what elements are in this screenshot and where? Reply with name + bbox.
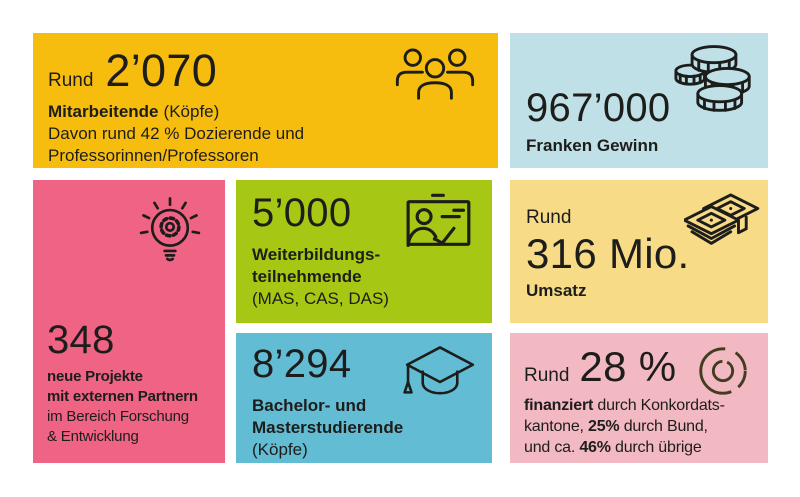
tile-students: 8’294 Bachelor- und Masterstudierende (K… xyxy=(236,333,492,463)
revenue-prefix: Rund xyxy=(526,207,572,228)
financing-prefix: Rund xyxy=(524,365,570,386)
tile-continuing-education: 5’000 Weiterbildungs- teilnehmende (MAS,… xyxy=(236,180,492,323)
projects-line1: neue Projekte xyxy=(47,368,143,385)
employees-label-tail: (Köpfe) xyxy=(163,102,220,121)
tile-financing: Rund 28 % finanziert durch Konkordats- k… xyxy=(510,333,768,463)
employees-line3: Professorinnen/Professoren xyxy=(48,146,259,165)
banknotes-icon xyxy=(684,193,760,255)
projects-value: 348 xyxy=(47,318,115,362)
financing-line2: kantone, 25% durch Bund, xyxy=(524,416,768,437)
financing-line2-rest: durch Bund, xyxy=(619,418,708,435)
tile-employees: Rund 2’070 Mitarbeitende (Köpfe) Davon ru… xyxy=(33,33,498,168)
projects-line3: im Bereich Forschung xyxy=(47,408,189,425)
people-group-icon xyxy=(394,48,476,104)
financing-line1-rest: durch Konkordats- xyxy=(593,397,725,414)
financing-line3: und ca. 46% durch übrige xyxy=(524,437,768,458)
employees-line2: Davon rund 42 % Dozierende und xyxy=(48,124,305,143)
presentation-whiteboard-icon xyxy=(406,192,472,254)
donut-chart-icon xyxy=(694,342,752,400)
financing-line2-pre: kantone, xyxy=(524,418,589,435)
financing-line2-bold: 25% xyxy=(588,418,620,435)
employees-value: 2’070 xyxy=(105,45,218,96)
tile-profit: 967’000 Franken Gewinn xyxy=(510,33,768,168)
idea-lightbulb-gear-icon xyxy=(138,194,202,267)
financing-line1: finanziert durch Konkordats- xyxy=(524,395,768,416)
revenue-value: 316 Mio. xyxy=(526,230,690,277)
coins-icon xyxy=(674,42,754,113)
students-line2: Masterstudierende xyxy=(252,418,404,437)
employees-label-line: Mitarbeitende (Köpfe) xyxy=(48,101,498,123)
tile-projects: 348 neue Projekte mit externen Partnern … xyxy=(33,180,225,463)
graduation-cap-icon xyxy=(402,344,478,401)
financing-line3-bold: 46% xyxy=(579,439,611,456)
financing-line3-rest: durch übrige xyxy=(610,439,702,456)
continuing-education-line2: teilnehmende xyxy=(252,267,362,286)
students-value: 8’294 xyxy=(252,342,352,386)
profit-value: 967’000 xyxy=(526,86,671,130)
continuing-education-value: 5’000 xyxy=(252,191,352,235)
financing-value: 28 % xyxy=(579,343,677,390)
employees-label: Mitarbeitende xyxy=(48,102,159,121)
continuing-education-line3: (MAS, CAS, DAS) xyxy=(252,289,389,308)
tile-revenue: Rund 316 Mio. Umsatz xyxy=(510,180,768,323)
profit-label: Franken Gewinn xyxy=(526,136,659,155)
financing-line1-bold: finanziert xyxy=(524,397,594,414)
revenue-label: Umsatz xyxy=(526,281,587,300)
financing-line3-pre: und ca. xyxy=(524,439,580,456)
projects-line4: & Entwicklung xyxy=(47,428,139,445)
students-line1: Bachelor- und xyxy=(252,396,367,415)
students-line3: (Köpfe) xyxy=(252,440,308,459)
projects-line2: mit externen Partnern xyxy=(47,388,198,405)
employees-prefix: Rund xyxy=(48,70,94,91)
continuing-education-line1: Weiterbildungs- xyxy=(252,245,381,264)
